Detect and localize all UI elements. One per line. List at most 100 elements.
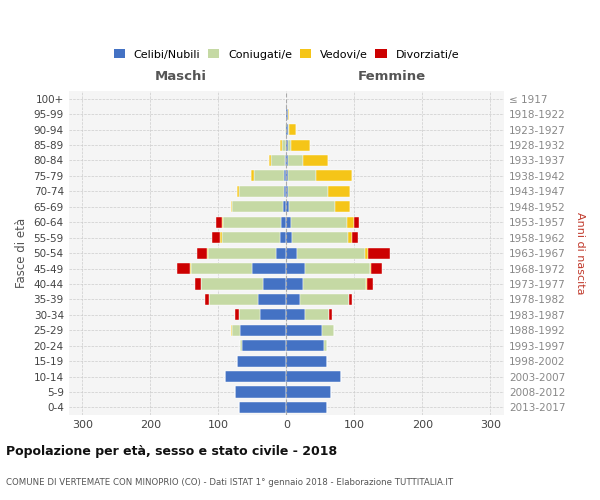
Bar <box>285 155 286 166</box>
Bar <box>242 340 286 351</box>
Bar <box>286 310 305 320</box>
Bar <box>368 248 389 258</box>
Bar <box>230 201 232 212</box>
Bar <box>287 140 291 150</box>
Bar <box>230 324 232 336</box>
Bar <box>201 278 263 289</box>
Bar <box>281 140 286 150</box>
Bar <box>286 386 331 398</box>
Bar <box>285 124 286 135</box>
Bar <box>190 263 191 274</box>
Bar <box>347 216 353 228</box>
Bar <box>287 124 289 135</box>
Bar <box>260 310 286 320</box>
Bar <box>208 248 276 258</box>
Bar <box>281 216 286 228</box>
Bar <box>302 155 328 166</box>
Bar <box>283 201 286 212</box>
Bar <box>240 340 242 351</box>
Text: Femmine: Femmine <box>358 70 426 84</box>
Bar <box>286 201 289 212</box>
Bar <box>209 294 258 305</box>
Bar <box>328 186 350 197</box>
Bar <box>347 232 352 243</box>
Bar <box>235 310 239 320</box>
Bar <box>232 201 283 212</box>
Bar <box>263 278 286 289</box>
Bar <box>329 310 332 320</box>
Bar <box>207 248 208 258</box>
Bar <box>322 324 334 336</box>
Bar <box>291 140 310 150</box>
Bar <box>238 356 286 366</box>
Bar <box>287 108 289 120</box>
Bar <box>220 232 221 243</box>
Bar <box>286 170 287 181</box>
Bar <box>305 263 370 274</box>
Bar <box>239 186 284 197</box>
Bar <box>286 263 305 274</box>
Bar <box>286 232 292 243</box>
Bar <box>286 108 287 120</box>
Bar <box>177 263 190 274</box>
Bar <box>197 248 207 258</box>
Bar <box>366 278 367 289</box>
Bar <box>216 216 221 228</box>
Legend: Celibi/Nubili, Coniugati/e, Vedovi/e, Divorziati/e: Celibi/Nubili, Coniugati/e, Vedovi/e, Di… <box>109 44 463 64</box>
Bar <box>286 356 327 366</box>
Bar <box>239 402 286 413</box>
Bar <box>212 232 220 243</box>
Bar <box>286 216 291 228</box>
Bar <box>254 170 284 181</box>
Bar <box>289 201 335 212</box>
Bar <box>284 186 286 197</box>
Bar <box>280 140 281 150</box>
Bar <box>205 294 209 305</box>
Y-axis label: Fasce di età: Fasce di età <box>15 218 28 288</box>
Text: Popolazione per età, sesso e stato civile - 2018: Popolazione per età, sesso e stato civil… <box>6 445 337 458</box>
Bar <box>371 263 382 274</box>
Bar <box>239 310 260 320</box>
Bar <box>195 278 200 289</box>
Bar <box>286 371 341 382</box>
Bar <box>286 324 322 336</box>
Bar <box>286 186 289 197</box>
Bar <box>225 371 286 382</box>
Bar <box>238 186 239 197</box>
Bar <box>296 248 365 258</box>
Bar <box>286 248 296 258</box>
Bar <box>353 216 359 228</box>
Bar <box>286 340 324 351</box>
Bar <box>287 170 316 181</box>
Bar <box>286 402 327 413</box>
Bar <box>240 324 286 336</box>
Bar <box>191 263 252 274</box>
Text: COMUNE DI VERTEMATE CON MINOPRIO (CO) - Dati ISTAT 1° gennaio 2018 - Elaborazion: COMUNE DI VERTEMATE CON MINOPRIO (CO) - … <box>6 478 453 487</box>
Bar <box>286 278 304 289</box>
Bar <box>223 216 281 228</box>
Bar <box>324 340 327 351</box>
Bar <box>276 248 286 258</box>
Bar <box>280 232 286 243</box>
Bar <box>316 170 352 181</box>
Bar <box>221 216 223 228</box>
Bar <box>349 294 352 305</box>
Bar <box>300 294 349 305</box>
Bar <box>365 248 368 258</box>
Bar <box>286 140 287 150</box>
Bar <box>269 155 271 166</box>
Text: Maschi: Maschi <box>155 70 207 84</box>
Bar <box>335 201 350 212</box>
Bar <box>284 170 286 181</box>
Bar <box>251 170 254 181</box>
Bar <box>286 155 287 166</box>
Bar <box>235 386 286 398</box>
Bar <box>232 324 240 336</box>
Bar <box>286 294 300 305</box>
Bar <box>304 278 366 289</box>
Bar <box>289 124 296 135</box>
Bar <box>305 310 329 320</box>
Bar <box>370 263 371 274</box>
Bar <box>200 278 201 289</box>
Bar <box>271 155 285 166</box>
